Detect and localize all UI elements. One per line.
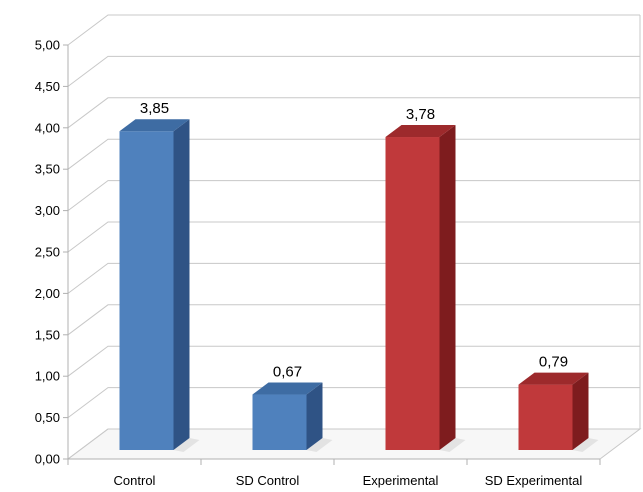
gridline: [67, 14, 640, 46]
bar-top: [119, 119, 190, 132]
y-tick-label: 4,00: [35, 120, 60, 135]
bar-value-label: 0,79: [539, 354, 568, 371]
bar-shadow: [572, 438, 599, 452]
bar-0: [119, 119, 200, 452]
x-category-label: Control: [114, 473, 156, 488]
bar-side: [572, 372, 589, 450]
gridline: [67, 221, 640, 253]
bar-value-label: 3,78: [406, 106, 435, 123]
bar-front: [385, 137, 440, 451]
bar-top: [385, 125, 456, 138]
y-tick-label: 5,00: [35, 38, 60, 53]
x-category-label: SD Control: [236, 473, 300, 488]
gridline: [67, 304, 640, 336]
bar-top: [252, 382, 323, 395]
x-category-label: SD Experimental: [485, 473, 583, 488]
bar-3: [518, 372, 599, 452]
y-tick-label: 3,50: [35, 162, 60, 177]
bar-shadow: [306, 438, 333, 452]
bar-front: [119, 131, 174, 450]
y-tick-label: 2,50: [35, 245, 60, 260]
y-tick-label: 0,50: [35, 410, 60, 425]
gridlines: [66, 14, 642, 460]
bar-shadow: [173, 438, 200, 452]
gridline: [67, 345, 640, 377]
bar-2: [385, 125, 466, 452]
gridline: [67, 387, 640, 418]
y-tick-label: 4,50: [35, 79, 60, 94]
y-tick-label: 1,50: [35, 327, 60, 342]
y-tick-label: 2,00: [35, 286, 60, 301]
bar-side: [439, 125, 456, 451]
y-axis: 0,00 0,50 1,00 1,50 2,00 2,50 3,00 3,50 4,00 4,50…: [35, 38, 601, 467]
y-tick-label: 3,00: [35, 203, 60, 218]
bar-side: [306, 382, 323, 450]
labels: 3,85 Control 0,67 SD Control 3,78 Experimenta…: [114, 100, 583, 488]
gridline: [67, 55, 640, 87]
bar-front: [518, 384, 573, 450]
bar-shadow: [439, 438, 466, 452]
gridline: [67, 262, 640, 294]
bar-value-label: 3,85: [140, 100, 169, 117]
bar-top: [518, 372, 589, 385]
bar-1: [252, 382, 333, 452]
bar-value-label: 0,67: [273, 364, 302, 381]
gridline: [67, 180, 640, 211]
bar-side: [173, 119, 190, 450]
y-tick-label: 1,00: [35, 369, 60, 384]
bar-front: [252, 394, 307, 450]
y-tick-label: 0,00: [35, 452, 60, 467]
gridline: [67, 138, 640, 170]
x-category-label: Experimental: [363, 473, 439, 488]
gridline: [67, 97, 640, 129]
gridline: [67, 428, 640, 460]
bars: [119, 119, 599, 452]
